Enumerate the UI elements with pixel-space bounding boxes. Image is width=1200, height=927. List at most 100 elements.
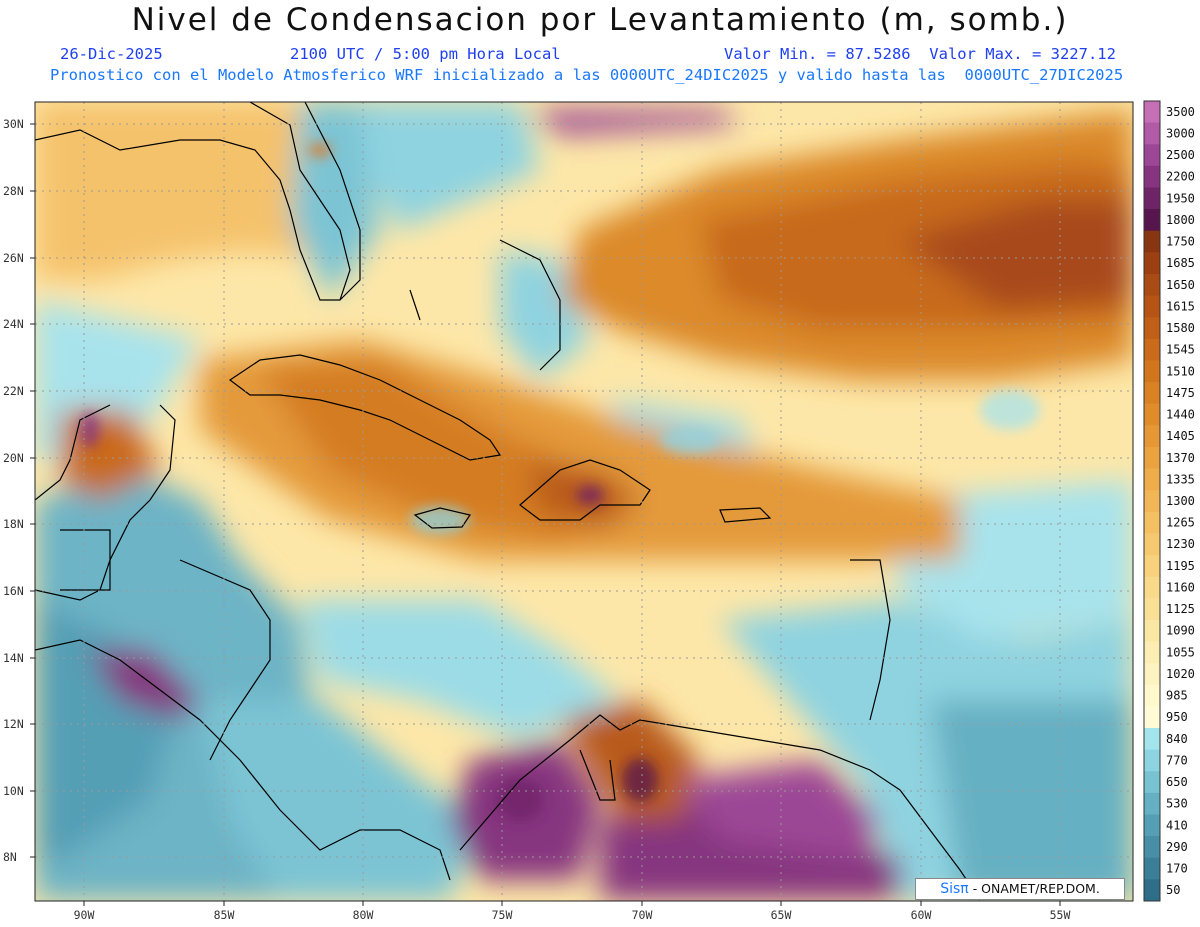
colorbar-label: 1440 <box>1166 408 1195 422</box>
lon-label: 75W <box>492 908 513 922</box>
colorbar-label: 1370 <box>1166 451 1195 465</box>
colorbar-label: 1545 <box>1166 343 1195 357</box>
lon-label: 70W <box>632 908 653 922</box>
colorbar-swatch <box>1144 468 1160 491</box>
colorbar-label: 170 <box>1166 862 1188 876</box>
colorbar-label: 840 <box>1166 732 1188 746</box>
colorbar-swatch <box>1144 879 1160 902</box>
colorbar-label: 1950 <box>1166 191 1195 205</box>
colorbar-swatch <box>1144 771 1160 794</box>
lat-label: 28N <box>3 184 24 198</box>
lat-label: 16N <box>3 584 24 598</box>
lat-label: 8N <box>3 850 17 864</box>
colorbar-swatch <box>1144 555 1160 578</box>
colorbar-label: 1055 <box>1166 645 1195 659</box>
colorbar-swatch <box>1144 836 1160 859</box>
colorbar-swatch <box>1144 792 1160 815</box>
colorbar-label: 1020 <box>1166 667 1195 681</box>
colorbar-label: 1195 <box>1166 559 1195 573</box>
colorbar-swatch <box>1144 598 1160 621</box>
sispi-logo-pi: π <box>960 881 969 897</box>
lat-label: 24N <box>3 317 24 331</box>
colorbar-swatch <box>1144 857 1160 880</box>
colorbar-swatch <box>1144 360 1160 383</box>
colorbar-swatch <box>1144 814 1160 837</box>
colorbar-label: 2200 <box>1166 170 1195 184</box>
lat-label: 10N <box>3 784 24 798</box>
colorbar-label: 3000 <box>1166 126 1195 140</box>
lat-label: 26N <box>3 251 24 265</box>
colorbar-swatch <box>1144 187 1160 210</box>
onamet-credit-text: - ONAMET/REP.DOM. <box>972 881 1100 896</box>
colorbar-swatch <box>1144 425 1160 448</box>
colorbar-swatch <box>1144 295 1160 318</box>
colorbar-swatch <box>1144 165 1160 188</box>
lon-label: 85W <box>214 908 235 922</box>
lat-label: 22N <box>3 384 24 398</box>
map-title: Nivel de Condensacion por Levantamiento … <box>131 2 1069 38</box>
colorbar-frame <box>1143 100 1161 902</box>
colorbar-swatch <box>1144 230 1160 253</box>
colorbar-label: 1475 <box>1166 386 1195 400</box>
colorbar-swatch <box>1144 338 1160 361</box>
colorbar-label: 950 <box>1166 710 1188 724</box>
colorbar-label: 2500 <box>1166 148 1195 162</box>
colorbar-swatch <box>1144 122 1160 145</box>
colorbar-label: 1405 <box>1166 429 1195 443</box>
colorbar-swatch <box>1144 101 1160 124</box>
lat-label: 30N <box>3 117 24 131</box>
colorbar-swatch <box>1144 273 1160 296</box>
colorbar-label: 1230 <box>1166 537 1195 551</box>
onamet-credit: Sisπ - ONAMET/REP.DOM. <box>915 878 1125 900</box>
lat-label: 14N <box>3 651 24 665</box>
lon-label: 65W <box>771 908 792 922</box>
colorbar-label: 1125 <box>1166 602 1195 616</box>
colorbar-swatch <box>1144 144 1160 167</box>
graticule <box>35 102 1133 901</box>
colorbar-swatch <box>1144 641 1160 664</box>
min-max-values: Valor Min. = 87.5286 Valor Max. = 3227.1… <box>724 45 1116 63</box>
colorbar-label: 1800 <box>1166 213 1195 227</box>
lat-label: 12N <box>3 717 24 731</box>
lat-label: 20N <box>3 451 24 465</box>
colorbar-swatch <box>1144 511 1160 534</box>
colorbar-swatch <box>1144 533 1160 556</box>
colorbar-label: 290 <box>1166 840 1188 854</box>
lon-label: 55W <box>1050 908 1071 922</box>
colorbar-swatch <box>1144 663 1160 686</box>
colorbar-swatch <box>1144 446 1160 469</box>
tick-marks <box>30 123 1061 906</box>
colorbar-label: 770 <box>1166 753 1188 767</box>
colorbar-label: 530 <box>1166 797 1188 811</box>
forecast-date: 26-Dic-2025 <box>60 45 163 63</box>
colorbar-swatch <box>1144 403 1160 426</box>
colorbar-label: 3500 <box>1166 105 1195 119</box>
colorbar-swatch <box>1144 749 1160 772</box>
colorbar-label: 650 <box>1166 775 1188 789</box>
colorbar-label: 1510 <box>1166 364 1195 378</box>
colorbar-swatch <box>1144 728 1160 751</box>
colorbar-label: 1750 <box>1166 235 1195 249</box>
colorbar-label: 1090 <box>1166 624 1195 638</box>
colorbar-swatch <box>1144 490 1160 513</box>
colorbar: 3500 3000 2500 2200 1950 1800 1750 1685 1650 1615… <box>1143 100 1195 902</box>
colorbar-swatch <box>1144 684 1160 707</box>
coastlines <box>35 102 981 901</box>
colorbar-swatch <box>1144 209 1160 232</box>
shaded-field <box>35 102 1133 901</box>
forecast-description: Pronostico con el Modelo Atmosferico WRF… <box>50 66 1124 84</box>
map-frame <box>34 101 1134 902</box>
forecast-time: 2100 UTC / 5:00 pm Hora Local <box>290 45 561 63</box>
colorbar-swatch <box>1144 382 1160 405</box>
colorbar-label: 1265 <box>1166 516 1195 530</box>
colorbar-label: 1335 <box>1166 472 1195 486</box>
colorbar-swatch <box>1144 317 1160 340</box>
colorbar-swatch <box>1144 252 1160 275</box>
colorbar-label: 1615 <box>1166 299 1195 313</box>
lon-label: 60W <box>911 908 932 922</box>
colorbar-label: 1650 <box>1166 278 1195 292</box>
colorbar-label: 1160 <box>1166 580 1195 594</box>
colorbar-swatch <box>1144 576 1160 599</box>
colorbar-label: 1300 <box>1166 494 1195 508</box>
